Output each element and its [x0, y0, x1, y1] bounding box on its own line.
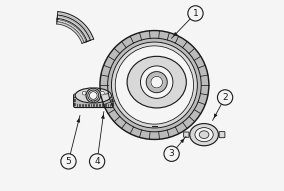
- Circle shape: [82, 91, 86, 95]
- Ellipse shape: [195, 128, 213, 142]
- Circle shape: [141, 66, 173, 98]
- Text: 5: 5: [66, 157, 71, 166]
- FancyBboxPatch shape: [219, 132, 225, 138]
- Circle shape: [188, 6, 203, 21]
- Circle shape: [89, 154, 105, 169]
- Circle shape: [101, 91, 104, 95]
- Polygon shape: [57, 19, 87, 42]
- Text: 1: 1: [193, 9, 198, 18]
- Circle shape: [100, 31, 209, 139]
- Circle shape: [164, 146, 179, 161]
- FancyBboxPatch shape: [74, 94, 113, 108]
- Circle shape: [218, 90, 233, 105]
- Circle shape: [146, 72, 167, 93]
- FancyBboxPatch shape: [184, 132, 189, 137]
- Polygon shape: [57, 15, 90, 43]
- Text: 4: 4: [94, 157, 100, 166]
- Circle shape: [151, 76, 162, 88]
- Circle shape: [88, 90, 99, 101]
- Ellipse shape: [190, 124, 218, 146]
- Polygon shape: [57, 12, 94, 43]
- Text: 3: 3: [169, 149, 174, 158]
- Circle shape: [89, 92, 97, 99]
- Circle shape: [91, 98, 95, 102]
- Circle shape: [61, 154, 76, 169]
- Circle shape: [111, 42, 197, 128]
- Ellipse shape: [199, 131, 209, 138]
- Ellipse shape: [127, 56, 186, 108]
- Text: 2: 2: [222, 93, 228, 102]
- Ellipse shape: [75, 88, 111, 103]
- Circle shape: [115, 46, 194, 124]
- Circle shape: [86, 88, 101, 103]
